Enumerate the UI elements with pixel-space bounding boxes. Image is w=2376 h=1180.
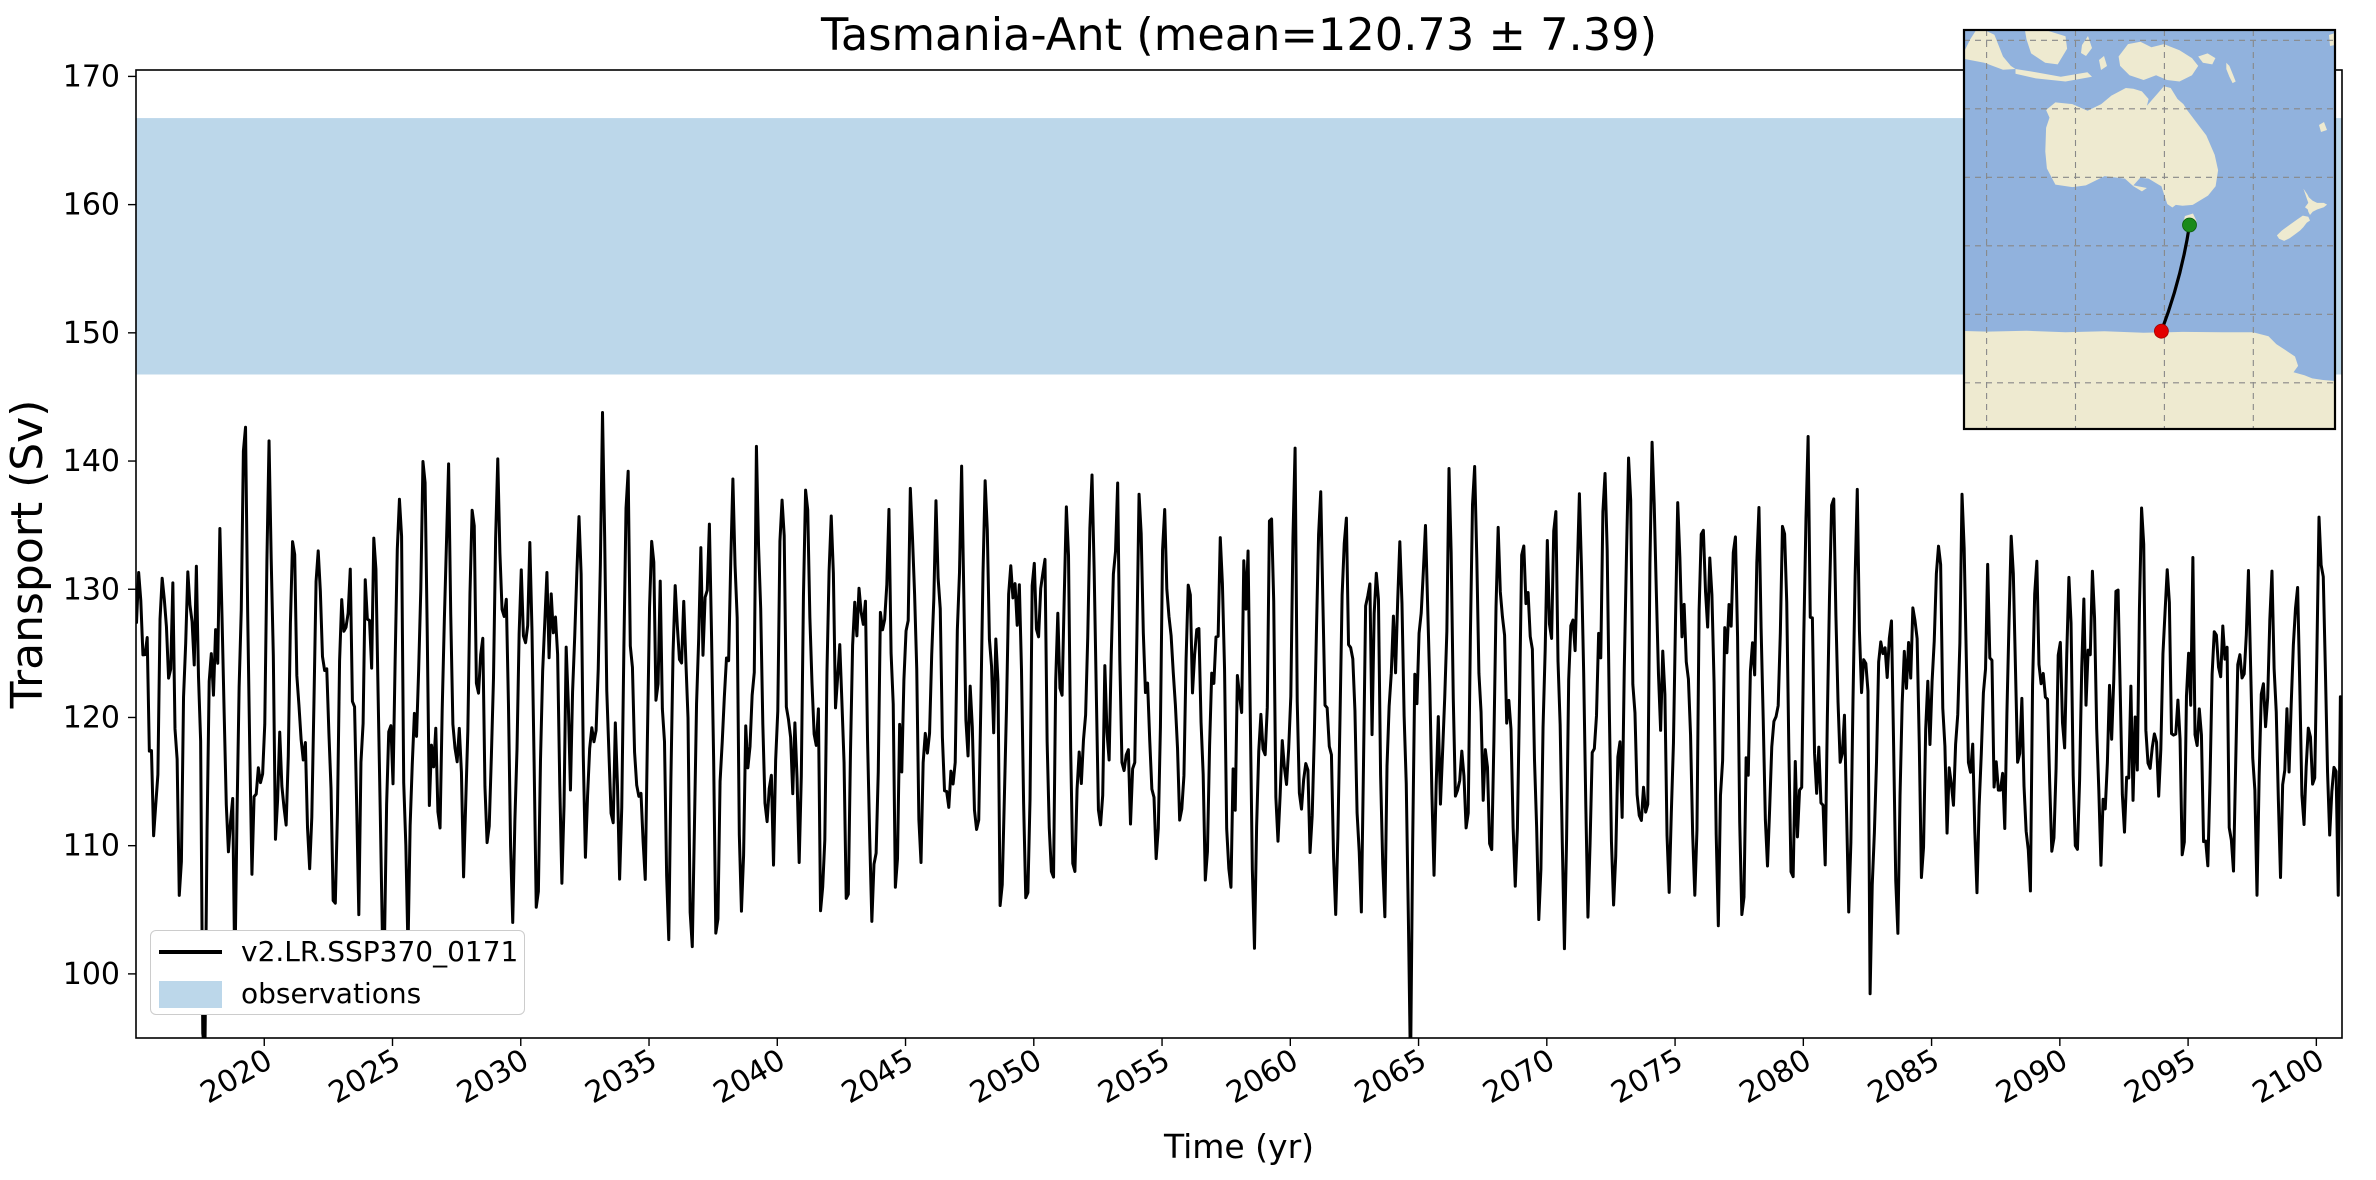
svg-text:170: 170 xyxy=(63,59,120,94)
svg-text:100: 100 xyxy=(63,957,120,992)
svg-text:Tasmania-Ant (mean=120.73 ± 7.: Tasmania-Ant (mean=120.73 ± 7.39) xyxy=(820,9,1657,61)
svg-text:Transport (Sv): Transport (Sv) xyxy=(2,400,53,710)
svg-text:120: 120 xyxy=(63,700,120,735)
svg-text:130: 130 xyxy=(63,572,120,607)
svg-text:140: 140 xyxy=(63,444,120,479)
svg-text:150: 150 xyxy=(63,316,120,351)
svg-text:110: 110 xyxy=(63,829,120,864)
svg-text:160: 160 xyxy=(63,188,120,223)
svg-text:Time (yr): Time (yr) xyxy=(1163,1127,1314,1166)
